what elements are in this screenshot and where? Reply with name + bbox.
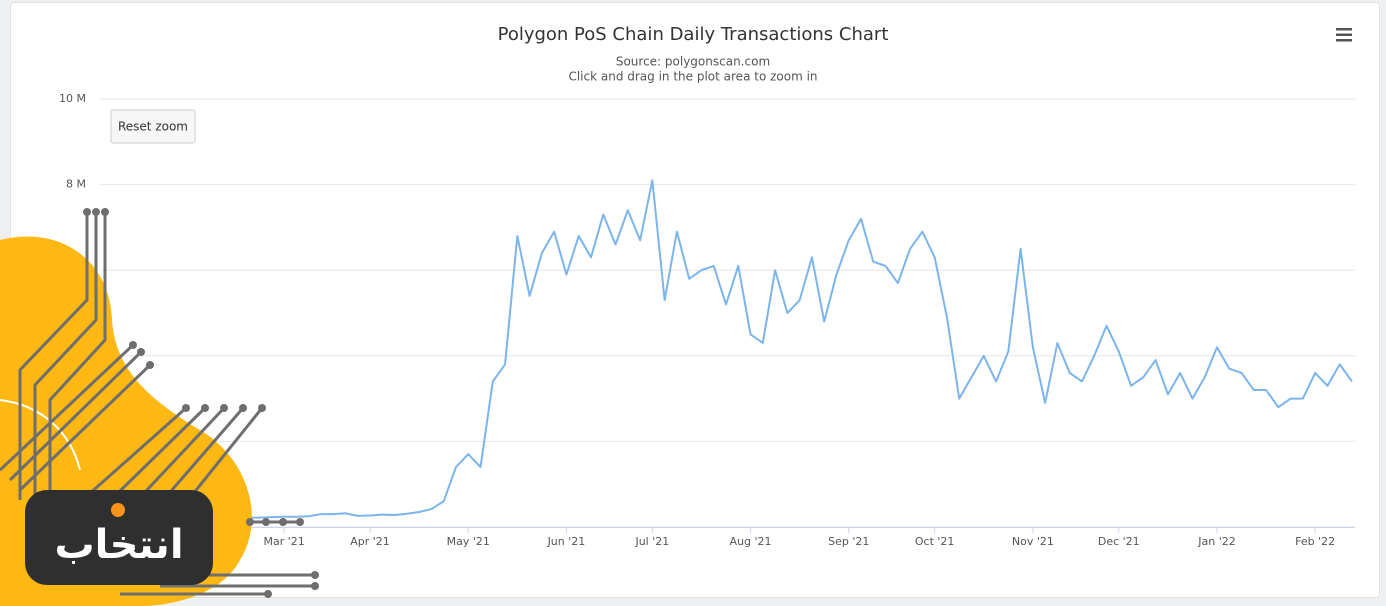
logo-text: انتخاب	[54, 522, 183, 568]
series-line	[100, 179, 1353, 522]
x-tick-label: May '21	[447, 535, 490, 548]
x-tick-label: Oct '21	[915, 535, 955, 548]
x-tick-label: Nov '21	[1012, 535, 1054, 548]
x-tick-label: Aug '21	[730, 535, 772, 548]
menu-button[interactable]	[1330, 24, 1358, 46]
x-tick-label: Dec '21	[1098, 535, 1140, 548]
reset-zoom-label[interactable]: Reset zoom	[118, 120, 188, 134]
logo-circuit	[0, 212, 315, 596]
zoom-hint: Click and drag in the plot area to zoom …	[568, 70, 817, 84]
x-tick-label: Apr '21	[350, 535, 390, 548]
menu-icon-bar[interactable]	[1336, 28, 1352, 31]
x-tick-label: Jun '21	[547, 535, 586, 548]
x-tick-label: Mar '21	[263, 535, 304, 548]
menu-icon-bar[interactable]	[1336, 33, 1352, 37]
watermark-logo: انتخاب	[0, 208, 319, 606]
y-tick-label: 8 M	[66, 178, 86, 191]
reset-zoom-bg[interactable]	[110, 109, 196, 144]
logo-box	[25, 490, 213, 585]
x-tick-label: Jan '22	[1197, 535, 1235, 548]
menu-icon-bar[interactable]	[1336, 39, 1352, 42]
chart-title: Polygon PoS Chain Daily Transactions Cha…	[498, 24, 889, 45]
y-tick-label: 10 M	[59, 92, 86, 105]
chart-subtitle: Source: polygonscan.com	[616, 55, 770, 69]
logo-dots	[83, 208, 319, 598]
logo-coin	[111, 503, 125, 517]
reset-zoom-button[interactable]: Reset zoom	[110, 109, 196, 144]
x-tick-label: Sep '21	[828, 535, 869, 548]
x-tick-label: Feb '22	[1295, 535, 1335, 548]
x-tick-label: Jul '21	[634, 535, 669, 548]
